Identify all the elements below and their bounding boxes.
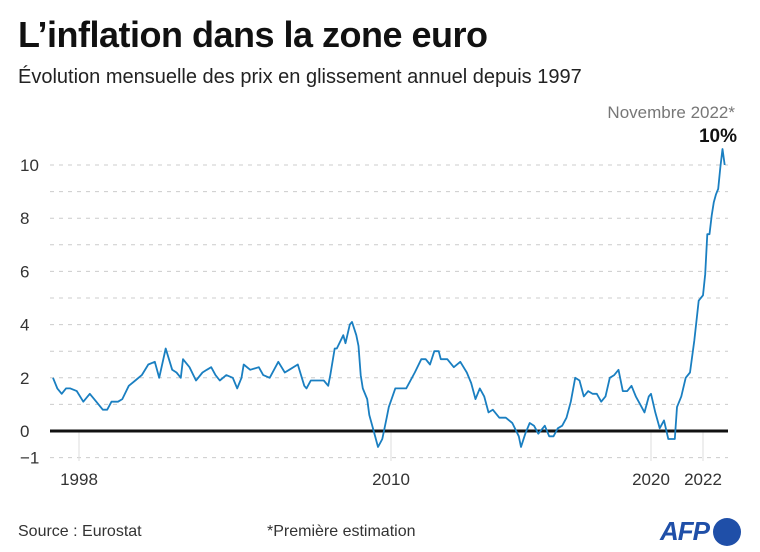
y-tick-label: 8 bbox=[20, 209, 29, 228]
x-tick-label: 2010 bbox=[372, 470, 410, 489]
footnote: *Première estimation bbox=[267, 523, 416, 540]
annotation-date: Novembre 2022* bbox=[607, 103, 735, 122]
y-tick-label: 10 bbox=[20, 156, 39, 175]
y-tick-label: −1 bbox=[20, 449, 39, 468]
chart-subtitle: Évolution mensuelle des prix en glisseme… bbox=[18, 66, 582, 88]
x-tick-label: 2020 bbox=[632, 470, 670, 489]
x-tick-label: 2022 bbox=[684, 470, 722, 489]
afp-logo: AFP bbox=[660, 516, 741, 547]
y-tick-label: 6 bbox=[20, 262, 29, 281]
y-tick-label: 0 bbox=[20, 422, 29, 441]
afp-logo-dot bbox=[713, 517, 741, 546]
y-tick-label: 4 bbox=[20, 316, 29, 335]
chart-title: L’inflation dans la zone euro bbox=[18, 14, 488, 55]
source-label: Source : Eurostat bbox=[18, 523, 142, 540]
annotation-value: 10% bbox=[699, 126, 737, 147]
afp-logo-text: AFP bbox=[660, 516, 710, 546]
y-tick-label: 2 bbox=[20, 369, 29, 388]
inflation-line bbox=[52, 148, 726, 448]
x-tick-label: 1998 bbox=[60, 470, 98, 489]
